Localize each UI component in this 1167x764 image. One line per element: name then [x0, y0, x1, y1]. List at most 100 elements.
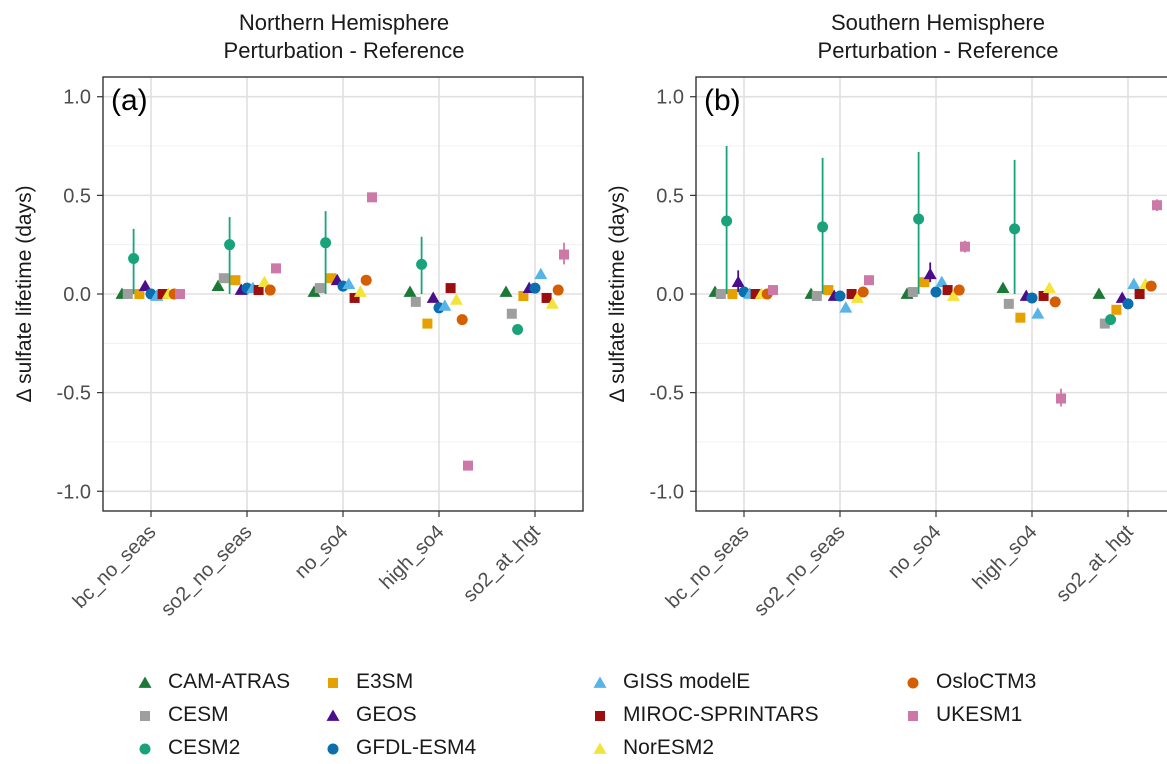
point-miroc-sprintars-so2-at-hgt	[541, 292, 552, 303]
point-miroc-sprintars-so2-at-hgt	[1134, 289, 1145, 299]
point-e3sm-no-so4	[326, 273, 337, 284]
point-noresm2-so2-no-seas	[257, 275, 271, 288]
point-geos-high-so4	[426, 291, 440, 303]
point-osloctm3-so2-at-hgt	[552, 284, 564, 296]
point-cesm2-so2-no-seas	[817, 221, 829, 233]
panel-a-subtitle: Perturbation - Reference	[224, 38, 465, 63]
point-cesm-so2-at-hgt	[1099, 318, 1110, 329]
point-ukesm1-high-so4	[1056, 393, 1066, 404]
panel-border	[102, 76, 584, 512]
legend-marker-cam-atras	[138, 676, 152, 688]
point-ukesm1-so2-at-hgt	[1152, 200, 1162, 211]
point-cesm2-high-so4	[416, 258, 428, 270]
point-osloctm3-so2-no-seas	[264, 284, 276, 296]
legend-key-geos	[326, 709, 340, 721]
point-cesm-so2-no-seas	[811, 290, 822, 301]
legend-key-miroc-sprintars	[595, 711, 605, 721]
legend: CAM-ATRAS CESM CESM2 E3SM GEOS GFDL-ESM4 GISS …	[130, 666, 1130, 764]
point-cam-atras-so2-at-hgt	[1092, 287, 1106, 299]
point-cam-atras-high-so4	[403, 285, 417, 297]
legend-marker-miroc-sprintars	[595, 711, 605, 721]
panel-label-a: (a)	[111, 84, 148, 117]
point-cesm-high-so4	[410, 296, 421, 307]
point-miroc-sprintars-no-so4	[349, 292, 360, 303]
legend-key-osloctm3	[907, 677, 919, 689]
point-cesm-no-so4	[907, 287, 918, 298]
point-cam-atras-so2-no-seas	[211, 279, 225, 291]
point-cesm2-so2-at-hgt	[1105, 314, 1117, 326]
point-noresm2-high-so4	[449, 293, 463, 305]
point-cesm2-so2-no-seas	[224, 239, 236, 251]
legend-key-noresm2	[593, 742, 607, 754]
legend-label: UKESM1	[936, 703, 1023, 726]
point-miroc-sprintars-so2-no-seas	[253, 285, 264, 296]
point-noresm2-so2-no-seas	[850, 291, 864, 303]
point-cesm2-no-so4	[320, 237, 332, 249]
x-tick-label-bc-no-seas: bc_no_seas	[69, 521, 161, 613]
legend-marker-noresm2	[593, 742, 607, 754]
legend-marker-cesm	[140, 711, 150, 721]
point-cam-atras-high-so4	[996, 281, 1010, 293]
y-tick-label: 0.5	[656, 185, 684, 207]
point-cesm-bc-no-seas	[715, 289, 726, 299]
point-osloctm3-no-so4	[953, 284, 965, 296]
legend-key-gfdl-esm4	[327, 743, 339, 755]
legend-marker-cesm2	[139, 743, 151, 755]
point-miroc-sprintars-so2-no-seas	[846, 289, 857, 299]
legend-label: GEOS	[356, 703, 417, 726]
y-axis-label: Δ sulfate lifetime (days)	[13, 185, 36, 402]
point-ukesm1-bc-no-seas	[175, 289, 185, 299]
legend-item-noresm2: NorESM2	[585, 732, 714, 764]
legend-label: CESM	[168, 703, 229, 726]
x-tick-label-so2-no-seas: so2_no_seas	[750, 521, 850, 621]
point-giss-modele-no-so4	[342, 277, 356, 290]
point-ukesm1-no-so4	[367, 192, 377, 203]
point-osloctm3-so2-no-seas	[857, 286, 869, 298]
legend-label: E3SM	[356, 670, 414, 693]
point-cesm2-so2-at-hgt	[512, 324, 524, 336]
x-tick-label-so2-no-seas: so2_no_seas	[157, 521, 257, 621]
legend-marker-gfdl-esm4	[327, 743, 339, 755]
legend-key-cam-atras	[138, 676, 152, 688]
point-ukesm1-so2-at-hgt	[559, 249, 569, 260]
point-e3sm-so2-no-seas	[230, 275, 241, 286]
y-tick-label: 0.5	[63, 185, 91, 207]
legend-marker-ukesm1	[908, 711, 918, 721]
y-tick-label: -0.5	[57, 383, 91, 405]
x-tick-label-no-so4: no_so4	[884, 521, 946, 583]
legend-item-osloctm3: OsloCTM3	[898, 666, 1036, 698]
point-miroc-sprintars-high-so4	[1038, 290, 1049, 301]
point-geos-bc-no-seas	[138, 279, 152, 291]
panel-southern-hemisphere: Southern Hemisphere Perturbation - Refer…	[606, 10, 1167, 621]
legend-item-cesm: CESM	[130, 699, 229, 731]
panel-b-subtitle: Perturbation - Reference	[818, 38, 1059, 63]
legend-item-gfdl-esm4: GFDL-ESM4	[318, 732, 476, 764]
legend-marker-osloctm3	[907, 677, 919, 689]
point-miroc-sprintars-high-so4	[445, 283, 456, 294]
point-giss-modele-so2-at-hgt	[534, 267, 548, 280]
point-e3sm-high-so4	[422, 318, 433, 329]
point-osloctm3-high-so4	[456, 314, 468, 326]
point-cesm2-bc-no-seas	[721, 215, 733, 227]
point-ukesm1-so2-no-seas	[271, 263, 281, 274]
point-giss-modele-so2-no-seas	[839, 301, 853, 313]
panel-border	[695, 76, 1167, 512]
legend-label: OsloCTM3	[936, 670, 1037, 693]
legend-key-giss-modele	[593, 676, 607, 688]
point-noresm2-high-so4	[1042, 281, 1056, 293]
point-noresm2-no-so4	[353, 285, 367, 297]
point-ukesm1-no-so4	[960, 241, 970, 252]
point-e3sm-so2-at-hgt	[1111, 304, 1122, 315]
point-e3sm-bc-no-seas	[134, 289, 145, 299]
x-tick-label-high-so4: high_so4	[969, 521, 1042, 594]
panel-northern-hemisphere: Northern Hemisphere Perturbation - Refer…	[13, 10, 584, 621]
legend-item-e3sm: E3SM	[318, 666, 413, 698]
point-e3sm-so2-at-hgt	[518, 290, 529, 301]
x-tick-label-high-so4: high_so4	[376, 521, 449, 594]
point-geos-no-so4	[923, 267, 937, 280]
point-ukesm1-high-so4	[463, 460, 473, 471]
point-cesm-so2-at-hgt	[506, 308, 517, 319]
legend-label: CAM-ATRAS	[168, 670, 291, 693]
point-cesm-bc-no-seas	[122, 289, 133, 299]
point-e3sm-bc-no-seas	[727, 289, 738, 299]
